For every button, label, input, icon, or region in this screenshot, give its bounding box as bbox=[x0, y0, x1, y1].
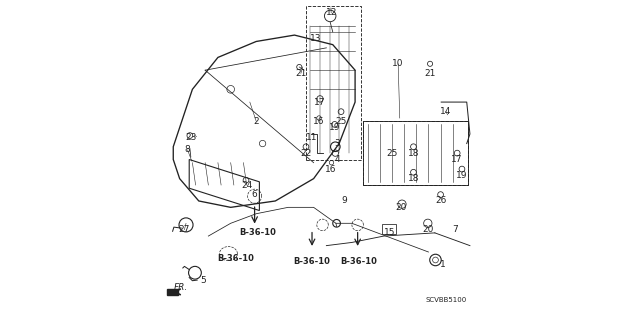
Text: 3: 3 bbox=[335, 139, 340, 148]
Text: 10: 10 bbox=[392, 59, 404, 68]
Text: 12: 12 bbox=[326, 8, 337, 17]
Text: 25: 25 bbox=[386, 149, 397, 158]
Text: 20: 20 bbox=[423, 225, 434, 234]
Text: 27: 27 bbox=[179, 225, 190, 234]
Text: 19: 19 bbox=[456, 171, 468, 180]
Text: 18: 18 bbox=[408, 174, 420, 183]
Text: SCVBB5100: SCVBB5100 bbox=[426, 297, 467, 303]
Text: 19: 19 bbox=[328, 123, 340, 132]
Text: 20: 20 bbox=[396, 203, 407, 212]
Text: 24: 24 bbox=[241, 181, 252, 189]
Text: 16: 16 bbox=[325, 165, 337, 174]
Text: 14: 14 bbox=[440, 107, 452, 116]
Text: 1: 1 bbox=[440, 260, 445, 269]
Text: 16: 16 bbox=[313, 117, 324, 126]
Text: FR.: FR. bbox=[174, 283, 188, 292]
Text: 4: 4 bbox=[335, 155, 340, 164]
Text: 13: 13 bbox=[310, 34, 321, 43]
Text: 23: 23 bbox=[185, 133, 196, 142]
Text: 25: 25 bbox=[335, 117, 346, 126]
Polygon shape bbox=[167, 289, 178, 295]
Text: 18: 18 bbox=[408, 149, 420, 158]
Text: 26: 26 bbox=[436, 197, 447, 205]
Text: B-36-10: B-36-10 bbox=[217, 254, 254, 263]
Text: 15: 15 bbox=[385, 228, 396, 237]
Text: 11: 11 bbox=[307, 133, 318, 142]
Text: 5: 5 bbox=[201, 276, 207, 285]
Text: 22: 22 bbox=[300, 149, 311, 158]
Text: 17: 17 bbox=[451, 155, 463, 164]
Text: 7: 7 bbox=[452, 225, 458, 234]
Text: 2: 2 bbox=[253, 117, 259, 126]
Text: 21: 21 bbox=[295, 69, 307, 78]
Text: B-36-10: B-36-10 bbox=[239, 228, 276, 237]
Text: 17: 17 bbox=[314, 98, 326, 107]
Text: 21: 21 bbox=[424, 69, 436, 78]
Text: B-36-10: B-36-10 bbox=[294, 257, 330, 266]
Text: 8: 8 bbox=[185, 145, 191, 154]
Text: B-36-10: B-36-10 bbox=[340, 257, 377, 266]
Text: 9: 9 bbox=[341, 197, 347, 205]
Text: 6: 6 bbox=[252, 190, 257, 199]
